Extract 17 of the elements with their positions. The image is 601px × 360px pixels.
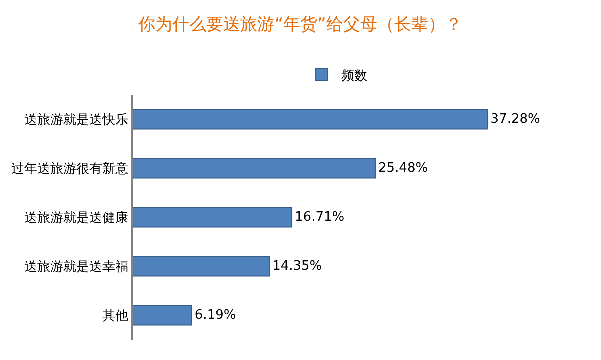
- y-tick-label: 送旅游就是送幸福: [24, 260, 129, 276]
- y-tick-label: 过年送旅游很有新意: [12, 162, 129, 178]
- y-tick-label: 送旅游就是送快乐: [24, 113, 129, 128]
- y-tick-label: 其他: [102, 309, 129, 324]
- data-label: 25.48%: [378, 161, 428, 176]
- legend-label: 频数: [342, 69, 368, 84]
- data-label: 6.19%: [194, 308, 236, 323]
- data-label: 37.28%: [490, 112, 540, 127]
- data-label: 16.71%: [295, 210, 345, 225]
- chart-title: 你为什么要送旅游“年货”给父母（长辈）？: [138, 14, 462, 35]
- data-label: 14.35%: [272, 259, 322, 274]
- bar: [133, 109, 488, 130]
- bar: [133, 305, 192, 326]
- bar: [133, 256, 270, 277]
- bar: [133, 207, 293, 228]
- bar: [133, 158, 376, 179]
- y-tick-label: 送旅游就是送健康: [24, 211, 129, 226]
